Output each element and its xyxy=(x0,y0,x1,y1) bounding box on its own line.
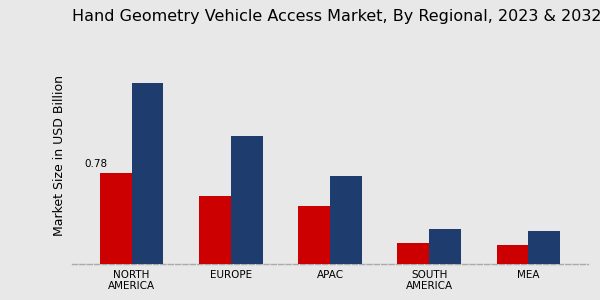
Bar xyxy=(429,229,461,264)
Text: 0.78: 0.78 xyxy=(84,159,107,169)
Bar xyxy=(100,173,131,264)
Bar xyxy=(330,176,362,264)
Bar xyxy=(199,196,231,264)
Bar xyxy=(231,136,263,264)
Bar xyxy=(298,206,330,264)
Bar xyxy=(497,245,529,264)
Bar xyxy=(397,243,429,264)
Text: Hand Geometry Vehicle Access Market, By Regional, 2023 & 2032: Hand Geometry Vehicle Access Market, By … xyxy=(72,9,600,24)
Bar xyxy=(131,83,163,264)
Bar xyxy=(529,231,560,264)
Y-axis label: Market Size in USD Billion: Market Size in USD Billion xyxy=(53,76,67,236)
